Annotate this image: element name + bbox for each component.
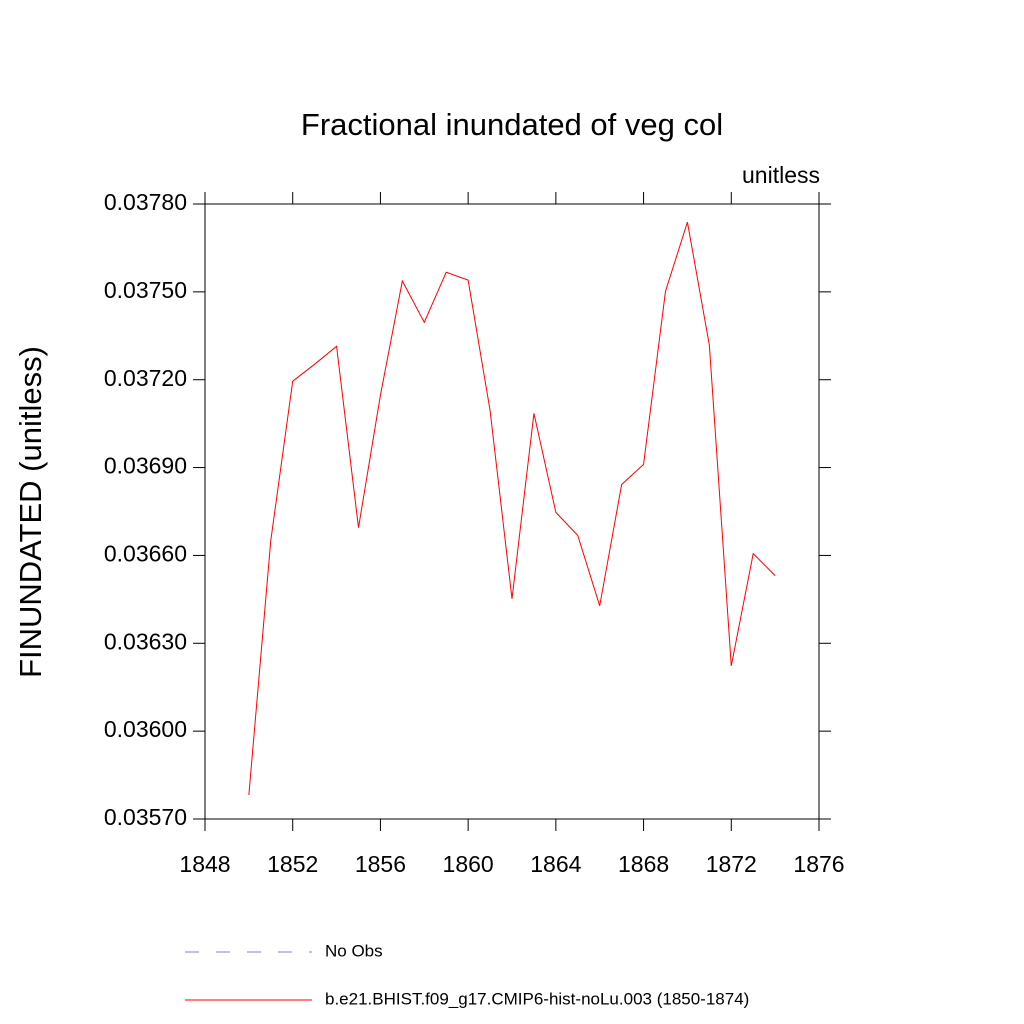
plot-frame [204,203,820,820]
x-tick-label: 1860 [443,851,494,877]
x-tick-label: 1856 [355,851,406,877]
y-tick-label: 0.03750 [104,277,187,303]
legend-label: b.e21.BHIST.f09_g17.CMIP6-hist-noLu.003 … [325,989,749,1008]
y-tick-label: 0.03780 [104,189,187,215]
y-tick-label: 0.03600 [104,716,187,742]
chart-title: Fractional inundated of veg col [301,107,723,142]
y-tick-label: 0.03630 [104,628,187,654]
y-tick-label: 0.03720 [104,365,187,391]
legend-label: No Obs [325,941,383,960]
x-tick-label: 1848 [179,851,230,877]
y-tick-label: 0.03690 [104,453,187,479]
x-tick-label: 1876 [793,851,844,877]
subtitle: unitless [742,162,820,188]
data-line [248,222,776,796]
x-tick-label: 1852 [267,851,318,877]
y-axis-label: FINUNDATED (unitless) [13,346,48,678]
y-tick-label: 0.03660 [104,541,187,567]
y-tick-label: 0.03570 [104,804,187,830]
x-tick-label: 1872 [706,851,757,877]
x-tick-label: 1868 [618,851,669,877]
x-tick-label: 1864 [530,851,581,877]
